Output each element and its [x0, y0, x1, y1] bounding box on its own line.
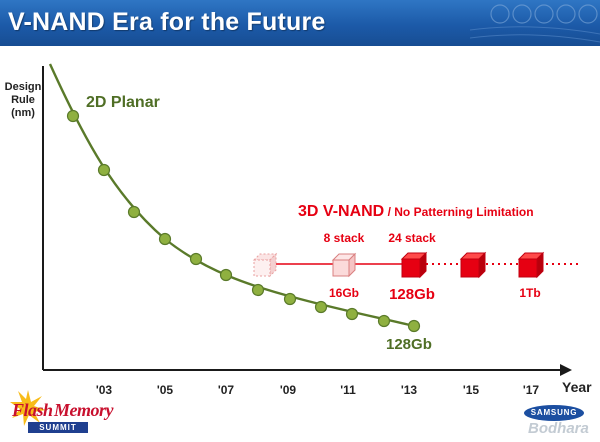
- planar-dot: [189, 252, 203, 266]
- planar-dot: [127, 205, 141, 219]
- stage-label-bottom: 128Gb: [389, 286, 435, 303]
- x-tick: '11: [340, 383, 356, 397]
- cube-ghost: [252, 252, 278, 278]
- logo-summit-text: SUMMIT: [28, 422, 88, 433]
- planar-end-label: 128Gb: [386, 336, 432, 353]
- planar-dot: [377, 314, 391, 328]
- planar-dots: [66, 109, 421, 333]
- x-tick: '15: [463, 383, 480, 397]
- stage-label-bottom: 1Tb: [519, 286, 540, 300]
- watermark: Bodhara: [528, 420, 589, 437]
- header-decoration-icon: [470, 4, 600, 43]
- vnand-title-sep: /: [384, 205, 394, 219]
- logo-memory-text: Memory: [54, 400, 114, 420]
- logo-flash-text: Flash: [12, 400, 53, 420]
- x-tick: '07: [218, 383, 235, 397]
- y-axis-label-line1: Design: [5, 81, 42, 93]
- planar-dot: [219, 268, 233, 282]
- cube-24-stack: [400, 251, 428, 279]
- cube-8-stack: [331, 252, 357, 278]
- vnand-title: 3D V-NAND / No Patterning Limitation: [298, 203, 534, 220]
- x-tick: '17: [523, 383, 540, 397]
- starburst-icon: [10, 390, 46, 426]
- planar-dot: [283, 292, 297, 306]
- cube-future-1: [459, 251, 487, 279]
- planar-dot: [314, 300, 328, 314]
- stage-label-bottom: 16Gb: [329, 286, 359, 300]
- planar-dot: [407, 319, 421, 333]
- flash-memory-summit-logo: Flash Memory SUMMIT: [8, 388, 114, 438]
- x-tick: '09: [280, 383, 297, 397]
- x-ticks: '03 '05 '07 '09 '11 '13 '15 '17: [96, 383, 540, 397]
- y-axis-label-line3: (nm): [11, 107, 35, 119]
- samsung-logo: SAMSUNG: [524, 405, 584, 421]
- planar-dot: [66, 109, 80, 123]
- vnand-title-main: 3D V-NAND: [298, 203, 384, 220]
- planar-dot: [345, 307, 359, 321]
- vnand-roadmap-diagram: Design Rule (nm) Year '03 '05 '07 '09 '1…: [5, 63, 592, 397]
- planar-dot: [97, 163, 111, 177]
- stage-label-top: 8 stack: [324, 231, 365, 245]
- planar-dot: [251, 283, 265, 297]
- cube-1tb: [517, 251, 545, 279]
- slide-title: V-NAND Era for the Future: [8, 8, 326, 36]
- x-tick: '13: [401, 383, 418, 397]
- planar-dot: [158, 232, 172, 246]
- vnand-title-sub: No Patterning Limitation: [394, 205, 533, 219]
- x-tick: '03: [96, 383, 113, 397]
- title-bar: V-NAND Era for the Future: [0, 0, 600, 46]
- x-tick: '05: [157, 383, 174, 397]
- stage-label-top: 24 stack: [388, 231, 436, 245]
- x-axis-label: Year: [562, 379, 592, 395]
- y-axis-label-line2: Rule: [11, 94, 35, 106]
- x-axis-arrow-icon: [560, 364, 572, 376]
- planar-label: 2D Planar: [86, 94, 160, 111]
